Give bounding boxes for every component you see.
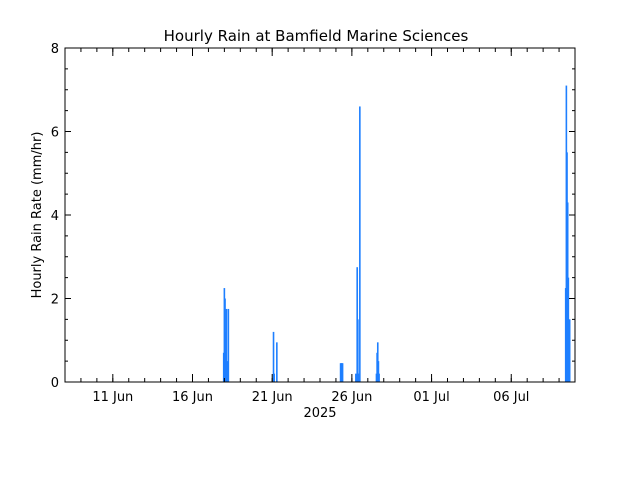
x-tick-label: 11 Jun [92, 390, 133, 405]
rain-bar [341, 363, 344, 382]
rain-bar [272, 331, 275, 382]
y-tick-label: 4 [51, 209, 59, 224]
rain-bar [227, 308, 230, 382]
x-tick-label: 21 Jun [252, 390, 293, 405]
y-tick-label: 0 [51, 376, 59, 391]
rain-bar [276, 342, 278, 382]
x-tick-label: 16 Jun [172, 390, 213, 405]
bars-group [222, 85, 571, 383]
rain-bar [355, 373, 357, 382]
rain-bar [377, 361, 380, 383]
x-tick-label: 06 Jul [493, 390, 529, 405]
x-tick-label: 01 Jul [413, 390, 449, 405]
rain-bar [378, 373, 380, 382]
x-ticks: 11 Jun 16 Jun 21 Jun 26 Jun 01 Jul 06 Jul [64, 48, 576, 405]
rain-bar [225, 308, 228, 382]
x-tick-label: 26 Jun [331, 390, 372, 405]
y-axis-label: Hourly Rain Rate (mm/hr) [30, 132, 45, 299]
x-axis-label: 2025 [303, 406, 336, 421]
chart-title: Hourly Rain at Bamfield Marine Sciences [164, 27, 469, 45]
rain-bar [273, 373, 275, 382]
rain-bar [357, 319, 359, 383]
y-tick-label: 6 [51, 126, 59, 141]
rain-bar [568, 319, 571, 383]
y-tick-label: 2 [51, 293, 59, 308]
rain-bar [359, 106, 361, 382]
y-ticks: 0 2 4 6 8 [51, 42, 575, 391]
y-tick-label: 8 [51, 42, 59, 57]
